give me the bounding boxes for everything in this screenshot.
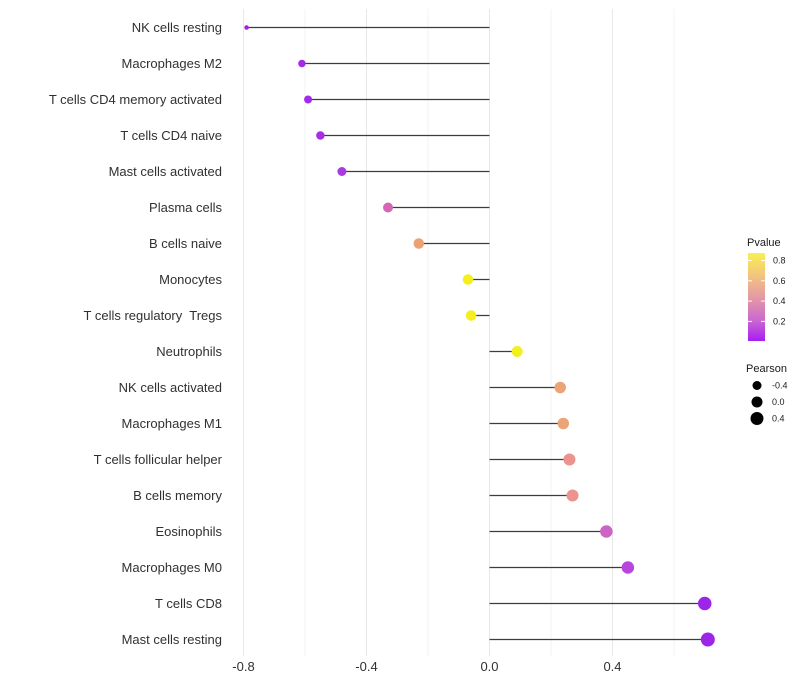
pearson-legend-dot xyxy=(750,412,764,425)
lollipop-dot xyxy=(304,95,313,104)
pearson-legend-label: -0.4 xyxy=(772,381,788,391)
lollipop-dot xyxy=(462,274,474,285)
category-label: T cells follicular helper xyxy=(94,452,223,467)
lollipop-dot xyxy=(566,489,579,502)
category-label: T cells CD8 xyxy=(155,596,222,611)
category-label: B cells naive xyxy=(149,236,222,251)
category-label: NK cells activated xyxy=(119,380,222,395)
lollipop-dot xyxy=(600,525,613,538)
category-label: Monocytes xyxy=(159,272,222,287)
lollipop-dot xyxy=(244,25,249,30)
lollipop-dot xyxy=(511,346,523,357)
pearson-legend-label: 0.0 xyxy=(772,397,785,407)
lollipop-dot xyxy=(383,202,394,213)
colorbar-tick-label: 0.4 xyxy=(773,296,786,306)
pvalue-legend-title: Pvalue xyxy=(747,237,781,249)
pearson-legend-dot xyxy=(751,396,763,408)
colorbar-tick-label: 0.6 xyxy=(773,276,786,286)
category-label: B cells memory xyxy=(133,488,222,503)
lollipop-dot xyxy=(316,131,325,140)
category-label: NK cells resting xyxy=(132,20,222,35)
category-label: Mast cells activated xyxy=(109,164,222,179)
category-label: Mast cells resting xyxy=(122,632,222,647)
lollipop-dot xyxy=(337,167,347,176)
category-label: Neutrophils xyxy=(156,344,222,359)
lollipop-dot xyxy=(554,381,566,394)
x-tick-label: -0.4 xyxy=(355,659,377,674)
pearson-legend-title: Pearson xyxy=(746,363,787,375)
lollipop-dot xyxy=(698,596,712,611)
lollipop-dot xyxy=(621,561,635,574)
x-tick-label: -0.8 xyxy=(232,659,254,674)
lollipop-dot xyxy=(413,238,425,249)
category-label: Macrophages M2 xyxy=(122,56,222,71)
lollipop-dot xyxy=(465,310,477,321)
category-label: T cells CD4 memory activated xyxy=(49,92,222,107)
category-label: Plasma cells xyxy=(149,200,222,215)
category-label: Macrophages M1 xyxy=(122,416,222,431)
x-tick-label: 0.4 xyxy=(603,659,621,674)
pvalue-colorbar xyxy=(748,253,765,341)
category-label: T cells regulatory Tregs xyxy=(84,308,223,323)
lollipop-dot xyxy=(700,632,715,647)
lollipop-dot xyxy=(557,417,570,430)
colorbar-tick-label: 0.2 xyxy=(773,316,786,326)
pearson-legend-dot xyxy=(752,381,762,390)
pearson-legend-label: 0.4 xyxy=(772,414,785,424)
category-label: Macrophages M0 xyxy=(122,560,222,575)
colorbar-tick-label: 0.8 xyxy=(773,256,786,266)
x-tick-label: 0.0 xyxy=(480,659,498,674)
category-label: T cells CD4 naive xyxy=(120,128,222,143)
lollipop-dot xyxy=(563,453,576,466)
lollipop-dot xyxy=(298,59,306,68)
category-label: Eosinophils xyxy=(156,524,223,539)
